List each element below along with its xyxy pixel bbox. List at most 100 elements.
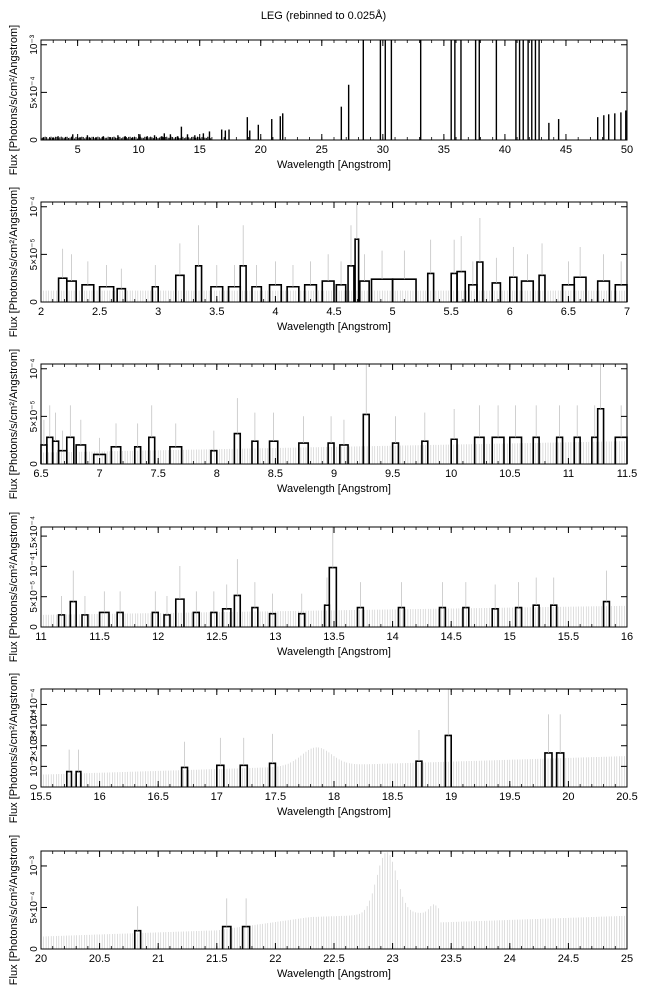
y-tick-label: 1.5×10⁻⁴ <box>29 516 40 556</box>
flux-bin <box>415 760 423 787</box>
x-tick-label: 3 <box>155 306 161 318</box>
flux-bin <box>555 752 565 787</box>
flux-bin <box>532 436 540 464</box>
x-tick-label: 11.5 <box>89 631 110 643</box>
x-tick-label: 14.5 <box>440 631 461 643</box>
flux-bin <box>57 614 66 627</box>
panel-wavelength-6.5-11.5: 6.5 7 7.5 8 8.5 9 9.5 10 10.5 11 11.5 0 5×10⁻⁵ 10⁻⁴ Wa… <box>8 349 637 499</box>
flux-bin <box>251 285 263 302</box>
flux-bin <box>298 442 310 464</box>
flux-bin <box>65 436 75 464</box>
flux-bin <box>268 440 279 464</box>
x-tick-label: 35 <box>438 144 450 156</box>
y-axis-label: Flux [Photons/s/cm²/Angstrom] <box>8 25 20 175</box>
x-tick-label: 14 <box>386 631 398 643</box>
y-tick-label: 5×10⁻⁴ <box>29 76 40 108</box>
flux-bin <box>356 606 365 627</box>
x-tick-label: 19.5 <box>499 791 520 803</box>
x-tick-label: 10.5 <box>499 468 520 480</box>
y-tick-label: 0 <box>29 784 40 790</box>
flux-bin <box>298 612 306 627</box>
y-tick-label: 10⁻³ <box>29 34 40 54</box>
y-tick-label: 10⁻⁴ <box>29 556 40 577</box>
x-tick-label: 15 <box>504 631 516 643</box>
panel-wavelength-20-25: 20 20.5 21 21.5 22 22.5 23 23.5 24 24.5 25 0 5×10⁻⁴ 1… <box>8 835 633 985</box>
x-tick-label: 40 <box>499 144 511 156</box>
x-tick-label: 6 <box>507 306 513 318</box>
flux-bin <box>192 611 201 627</box>
flux-bin <box>509 276 518 302</box>
flux-bin <box>57 449 68 464</box>
x-tick-label: 15 <box>194 144 206 156</box>
flux-bin <box>57 277 68 302</box>
flux-bin <box>116 287 127 302</box>
figure-title: LEG (rebinned to 0.025Å) <box>260 10 387 22</box>
flux-bin <box>391 278 417 302</box>
y-tick-label: 10⁻³ <box>29 855 40 875</box>
x-tick-label: 20.5 <box>89 953 110 965</box>
y-tick-label: 2×10⁻⁴ <box>29 730 40 762</box>
flux-bin <box>456 270 467 302</box>
flux-bin <box>210 611 218 627</box>
flux-bin <box>514 606 523 627</box>
flux-bin <box>550 604 558 627</box>
x-tick-label: 30 <box>377 144 389 156</box>
x-tick-label: 22.5 <box>323 953 344 965</box>
x-tick-label: 11 <box>563 468 574 480</box>
x-tick-label: 17 <box>211 791 223 803</box>
y-axis-label: Flux [Photons/s/cm²/Angstrom] <box>8 673 20 823</box>
y-tick-label: 10⁻⁴ <box>29 358 40 379</box>
y-tick-label: 5×10⁻⁴ <box>29 891 40 923</box>
x-tick-label: 4 <box>272 306 278 318</box>
y-axis-label: Flux [Photons/s/cm²/Angstrom] <box>8 187 20 337</box>
x-tick-label: 2.5 <box>92 306 107 318</box>
x-tick-label: 10 <box>445 468 457 480</box>
x-tick-label: 9.5 <box>385 468 400 480</box>
flux-bin <box>210 285 224 302</box>
x-tick-label: 8.5 <box>268 468 283 480</box>
x-tick-label: 15.5 <box>558 631 579 643</box>
flux-bin <box>233 594 242 627</box>
flux-bin <box>555 436 564 464</box>
x-tick-label: 23 <box>386 953 398 965</box>
x-tick-label: 16 <box>93 791 105 803</box>
flux-bin <box>426 272 435 302</box>
x-tick-label: 20 <box>255 144 267 156</box>
x-tick-label: 5 <box>75 144 81 156</box>
panel-wavelength-15.5-20.5: 15.5 16 16.5 17 17.5 18 18.5 19 19.5 20 20.5 0 10⁻⁴2… <box>8 673 638 823</box>
x-tick-label: 6.5 <box>33 468 48 480</box>
x-tick-label: 11 <box>35 631 46 643</box>
y-tick-label: 4×10⁻⁴ <box>29 688 40 720</box>
x-tick-label: 6.5 <box>561 306 576 318</box>
y-tick-label: 5×10⁻⁵ <box>29 581 40 613</box>
x-tick-label: 15.5 <box>30 791 51 803</box>
x-tick-label: 21.5 <box>206 953 227 965</box>
x-tick-label: 5.5 <box>444 306 459 318</box>
flux-bin <box>148 436 156 464</box>
flux-bin <box>174 274 185 302</box>
x-tick-label: 17.5 <box>265 791 286 803</box>
x-tick-label: 4.5 <box>326 306 341 318</box>
flux-bin <box>151 285 159 302</box>
flux-bin <box>362 413 370 464</box>
x-axis-label: Wavelength [Angstrom] <box>277 321 391 333</box>
y-axis-label: Flux [Photons/s/cm²/Angstrom] <box>8 512 20 662</box>
x-tick-label: 20 <box>35 953 47 965</box>
flux-bin <box>328 566 338 627</box>
x-axis-label: Wavelength [Angstrom] <box>277 646 391 658</box>
flux-bin <box>239 265 247 302</box>
panel-wavelength-2-7: 2 2.5 3 3.5 4 4.5 5 5.5 6 6.5 7 0 5×10⁻⁵ 10⁻⁴ Waveleng… <box>8 187 630 337</box>
y-axis-label: Flux [Photons/s/cm²/Angstrom] <box>8 349 20 499</box>
y-tick-label: 5×10⁻⁵ <box>29 400 40 432</box>
panel-wavelength-11-16: 11 11.5 12 12.5 13 13.5 14 14.5 15 15.5 16 0 5×10⁻⁵ 1… <box>8 512 633 662</box>
x-tick-label: 25 <box>316 144 328 156</box>
flux-bin <box>251 440 259 464</box>
x-tick-label: 12.5 <box>206 631 227 643</box>
flux-bin <box>354 238 360 302</box>
flux-bin <box>216 764 225 787</box>
x-tick-label: 20 <box>562 791 574 803</box>
x-tick-label: 18.5 <box>382 791 403 803</box>
x-axis-label: Wavelength [Angstrom] <box>277 968 391 980</box>
x-tick-label: 23.5 <box>440 953 461 965</box>
